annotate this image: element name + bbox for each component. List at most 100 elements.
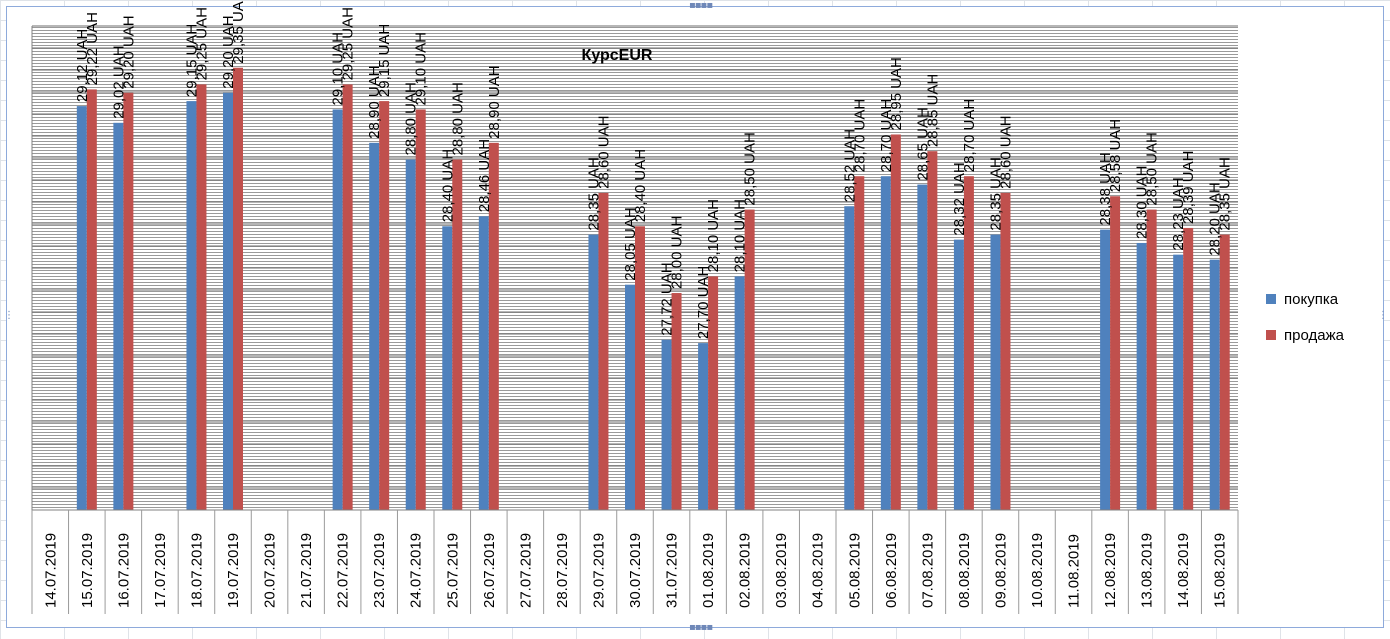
x-tick-label: 22.07.2019 [335, 533, 352, 608]
bar-buy [844, 206, 855, 510]
bar-buy [332, 109, 343, 510]
x-tick-label: 03.08.2019 [773, 533, 790, 608]
x-tick-label: 14.08.2019 [1175, 533, 1192, 608]
x-tick-label: 23.07.2019 [371, 533, 388, 608]
x-tick-label: 18.07.2019 [188, 533, 205, 608]
bar-buy [1209, 259, 1220, 510]
data-label-buy: 28,52 UAH [841, 129, 858, 202]
bar-sell [123, 92, 134, 511]
x-tick-label: 14.07.2019 [42, 533, 59, 608]
data-label-sell: 28,35 UAH [1217, 157, 1234, 230]
x-tick-label: 10.08.2019 [1029, 533, 1046, 608]
bar-buy [734, 276, 745, 510]
bar-buy [698, 343, 709, 510]
x-axis-tick-labels: 14.07.2019 15.07.2019 16.07.2019 17.07.2019… [31, 510, 1239, 614]
bar-sell [379, 101, 390, 510]
x-tick-label: 29.07.2019 [590, 533, 607, 608]
data-label-buy: 28,65 UAH [914, 107, 931, 180]
bar-buy [405, 159, 416, 510]
bar-sell [86, 89, 97, 511]
x-tick-label: 13.08.2019 [1139, 533, 1156, 608]
data-label-sell: 28,80 UAH [449, 82, 466, 155]
data-label-sell: 28,50 UAH [1144, 132, 1161, 205]
bar-buy [1173, 254, 1184, 510]
resize-handle-bottom[interactable]: ▪▪▪▪ [689, 622, 713, 633]
x-tick-label: 15.08.2019 [1212, 533, 1229, 608]
data-label-buy: 28,20 UAH [1207, 182, 1224, 255]
bar-buy [625, 284, 635, 510]
data-label-sell: 29,35 UAH [230, 0, 247, 64]
data-label-buy: 28,38 UAH [1097, 152, 1114, 225]
bar-buy [442, 226, 453, 510]
x-tick-label: 19.07.2019 [225, 533, 242, 608]
bar-buy [369, 142, 380, 511]
bar-buy [1136, 242, 1147, 510]
data-label-sell: 28,39 UAH [1180, 151, 1197, 224]
x-tick-label: 09.08.2019 [992, 533, 1009, 608]
x-tick-label: 16.07.2019 [115, 533, 132, 608]
x-tick-label: 31.07.2019 [664, 533, 681, 608]
bar-sell [671, 293, 682, 510]
x-tick-label: 27.07.2019 [517, 533, 534, 608]
legend-label-sell: продажа [1284, 326, 1344, 344]
bar-sell [598, 192, 609, 510]
legend-label-buy: покупка [1284, 290, 1339, 308]
bar-sell [1000, 192, 1011, 510]
x-tick-label: 06.08.2019 [883, 533, 900, 608]
bar-buy [113, 122, 124, 511]
data-label-buy: 29,12 UAH [74, 29, 91, 102]
data-label-sell: 28,60 UAH [997, 116, 1014, 189]
data-label-buy: 28,10 UAH [732, 199, 749, 272]
data-label-sell: 29,22 UAH [84, 12, 101, 85]
data-label-buy: 27,72 UAH [659, 262, 676, 335]
bar-sell [1110, 196, 1121, 510]
bar-buy [990, 234, 1001, 510]
bar-sell [233, 67, 243, 511]
bar-buy [917, 184, 928, 510]
data-label-buy: 29,15 UAH [183, 24, 200, 97]
chart-title: КурсEUR [582, 47, 653, 64]
data-label-buy: 28,35 UAH [585, 157, 602, 230]
data-label-sell: 28,70 UAH [851, 99, 868, 172]
data-label-buy: 28,70 UAH [878, 99, 895, 172]
data-label-sell: 29,25 UAH [340, 7, 357, 80]
data-label-buy: 27,70 UAH [695, 266, 712, 339]
data-label-buy: 29,02 UAH [110, 45, 127, 118]
x-tick-label: 12.08.2019 [1102, 533, 1119, 608]
bar-sell [452, 159, 463, 510]
bar-buy [880, 176, 891, 510]
data-label-sell: 28,90 UAH [486, 65, 503, 138]
data-label-sell: 28,85 UAH [924, 74, 941, 147]
data-label-buy: 28,46 UAH [476, 139, 493, 212]
x-tick-label: 20.07.2019 [262, 533, 279, 608]
data-label-sell: 28,40 UAH [632, 149, 649, 222]
chart-legend: покупка продажа [1266, 290, 1344, 362]
legend-swatch-buy [1266, 294, 1276, 304]
x-tick-label: 02.08.2019 [737, 533, 754, 608]
bar-sell [1146, 209, 1157, 510]
x-tick-label: 01.08.2019 [700, 533, 717, 608]
data-label-buy: 28,35 UAH [987, 157, 1004, 230]
bar-sell [963, 176, 974, 510]
x-tick-label: 07.08.2019 [919, 533, 936, 608]
bar-sell [890, 134, 901, 510]
bar-buy [223, 92, 233, 511]
x-tick-label: 05.08.2019 [846, 533, 863, 608]
x-tick-label: 25.07.2019 [444, 533, 461, 608]
data-label-sell: 28,60 UAH [595, 116, 612, 189]
x-tick-label: 28.07.2019 [554, 533, 571, 608]
resize-handle-right[interactable]: ⋮ [1378, 310, 1388, 321]
bar-sell [196, 84, 207, 511]
bar-series [76, 67, 1230, 511]
data-label-sell: 29,25 UAH [193, 7, 210, 80]
x-tick-label: 24.07.2019 [408, 533, 425, 608]
data-label-sell: 28,50 UAH [742, 132, 759, 205]
data-label-buy: 28,90 UAH [366, 65, 383, 138]
x-tick-label: 04.08.2019 [810, 533, 827, 608]
resize-handle-left[interactable]: ⋮ [4, 310, 14, 321]
resize-handle-top[interactable]: ▪▪▪▪ [689, 0, 713, 11]
data-label-buy: 28,30 UAH [1134, 166, 1151, 239]
data-label-sell: 29,20 UAH [120, 15, 137, 88]
bar-buy [953, 239, 964, 511]
data-label-buy: 29,10 UAH [330, 32, 347, 105]
